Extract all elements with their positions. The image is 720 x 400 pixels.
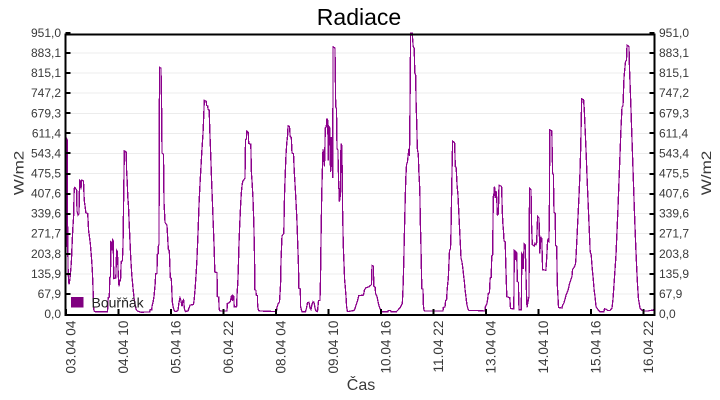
svg-text:679,3: 679,3 (659, 106, 689, 120)
svg-text:0,0: 0,0 (659, 307, 676, 321)
svg-text:W/m2: W/m2 (699, 151, 714, 196)
svg-text:475,5: 475,5 (659, 167, 689, 181)
svg-text:611,4: 611,4 (659, 126, 688, 140)
svg-text:09.04 10: 09.04 10 (326, 320, 341, 373)
svg-text:543,4: 543,4 (31, 146, 61, 160)
svg-text:Bouřňák: Bouřňák (92, 295, 145, 311)
svg-text:339,6: 339,6 (31, 207, 61, 221)
svg-text:407,6: 407,6 (659, 187, 689, 201)
svg-text:W/m2: W/m2 (12, 151, 27, 196)
svg-text:05.04 16: 05.04 16 (168, 321, 183, 374)
svg-text:0,0: 0,0 (44, 307, 61, 321)
svg-text:04.04 10: 04.04 10 (116, 320, 131, 373)
svg-text:815,1: 815,1 (659, 66, 689, 80)
svg-text:Radiace: Radiace (317, 4, 401, 30)
svg-text:10.04 16: 10.04 16 (378, 321, 393, 374)
svg-text:203,8: 203,8 (659, 247, 689, 261)
svg-text:475,5: 475,5 (31, 167, 61, 181)
svg-text:135,9: 135,9 (659, 267, 689, 281)
svg-text:271,7: 271,7 (31, 227, 61, 241)
svg-text:13.04 04: 13.04 04 (483, 320, 498, 373)
svg-text:Čas: Čas (347, 375, 375, 394)
svg-text:06.04 22: 06.04 22 (221, 321, 236, 374)
svg-text:747,2: 747,2 (659, 86, 689, 100)
svg-text:815,1: 815,1 (31, 66, 61, 80)
svg-text:08.04 04: 08.04 04 (273, 320, 288, 373)
svg-text:951,0: 951,0 (31, 26, 61, 40)
svg-text:407,6: 407,6 (31, 187, 61, 201)
svg-text:11.04 22: 11.04 22 (431, 321, 446, 373)
svg-text:03.04 04: 03.04 04 (63, 320, 78, 373)
svg-text:883,1: 883,1 (31, 46, 61, 60)
svg-text:203,8: 203,8 (31, 247, 61, 261)
svg-text:543,4: 543,4 (659, 146, 689, 160)
svg-text:951,0: 951,0 (659, 26, 689, 40)
svg-text:883,1: 883,1 (659, 46, 689, 60)
svg-text:15.04 16: 15.04 16 (588, 321, 603, 374)
svg-text:16.04 22: 16.04 22 (641, 321, 656, 374)
svg-text:611,4: 611,4 (32, 126, 61, 140)
svg-text:747,2: 747,2 (31, 86, 61, 100)
svg-text:14.04 10: 14.04 10 (536, 320, 551, 373)
svg-text:67,9: 67,9 (38, 287, 62, 301)
svg-text:67,9: 67,9 (659, 287, 683, 301)
svg-text:135,9: 135,9 (31, 267, 61, 281)
svg-text:271,7: 271,7 (659, 227, 689, 241)
svg-text:339,6: 339,6 (659, 207, 689, 221)
svg-text:679,3: 679,3 (31, 106, 61, 120)
